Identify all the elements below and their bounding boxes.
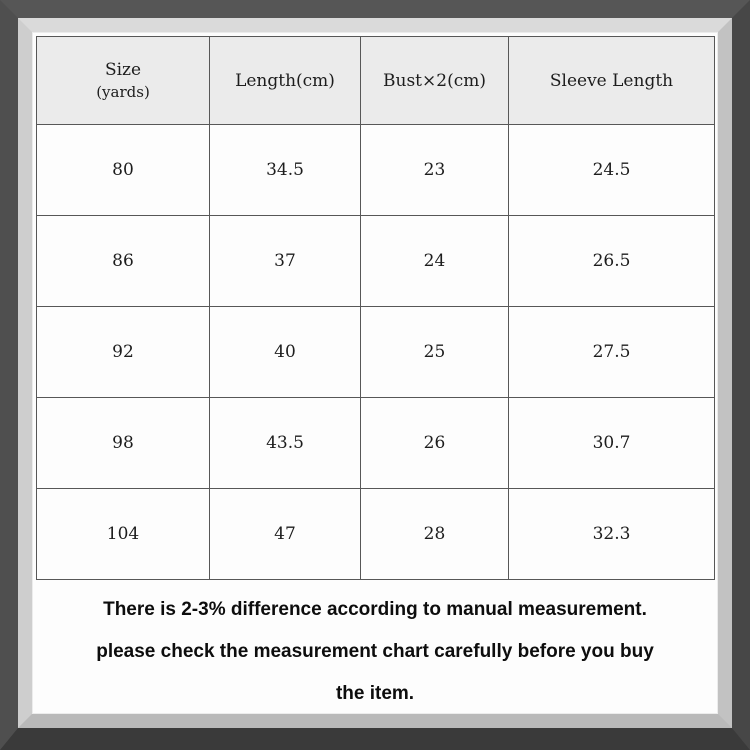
- cell-length: 40: [209, 306, 361, 398]
- column-header-sleeve: Sleeve Length: [508, 36, 715, 125]
- measurement-disclaimer: There is 2-3% difference according to ma…: [36, 580, 714, 714]
- column-header-sleeve-title: Sleeve Length: [549, 70, 674, 91]
- cell-sleeve: 26.5: [508, 215, 715, 307]
- table-row: 86 37 24 26.5: [36, 215, 715, 307]
- note-line: There is 2-3% difference according to ma…: [103, 599, 647, 620]
- cell-size: 80: [36, 124, 210, 216]
- column-header-size: Size (yards): [36, 36, 210, 125]
- column-header-size-title: Size: [104, 60, 142, 80]
- cell-bust: 25: [360, 306, 509, 398]
- column-header-size-subtitle: (yards): [96, 83, 150, 101]
- cell-sleeve: 24.5: [508, 124, 715, 216]
- picture-frame-band: Size (yards) Length(cm) Bust×2(cm) Sleev…: [18, 18, 732, 728]
- cell-sleeve: 30.7: [508, 397, 715, 489]
- cell-bust: 23: [360, 124, 509, 216]
- column-header-bust: Bust×2(cm): [360, 36, 509, 125]
- cell-bust: 24: [360, 215, 509, 307]
- table-row: 92 40 25 27.5: [36, 306, 715, 398]
- cell-length: 47: [209, 488, 361, 580]
- table-row: 98 43.5 26 30.7: [36, 397, 715, 489]
- cell-sleeve: 27.5: [508, 306, 715, 398]
- size-chart-table: Size (yards) Length(cm) Bust×2(cm) Sleev…: [36, 36, 715, 580]
- size-chart-page: Size (yards) Length(cm) Bust×2(cm) Sleev…: [32, 32, 718, 714]
- cell-length: 37: [209, 215, 361, 307]
- cell-size: 104: [36, 488, 210, 580]
- cell-size: 92: [36, 306, 210, 398]
- note-line: please check the measurement chart caref…: [96, 641, 654, 662]
- note-line: the item.: [335, 683, 415, 704]
- cell-bust: 28: [360, 488, 509, 580]
- column-header-length: Length(cm): [209, 36, 361, 125]
- header-row: Size (yards) Length(cm) Bust×2(cm) Sleev…: [36, 36, 715, 125]
- cell-size: 86: [36, 215, 210, 307]
- cell-bust: 26: [360, 397, 509, 489]
- cell-sleeve: 32.3: [508, 488, 715, 580]
- table-row: 104 47 28 32.3: [36, 488, 715, 580]
- table-row: 80 34.5 23 24.5: [36, 124, 715, 216]
- cell-length: 43.5: [209, 397, 361, 489]
- cell-size: 98: [36, 397, 210, 489]
- column-header-length-title: Length(cm): [235, 70, 335, 91]
- column-header-bust-title: Bust×2(cm): [383, 70, 486, 91]
- cell-length: 34.5: [209, 124, 361, 216]
